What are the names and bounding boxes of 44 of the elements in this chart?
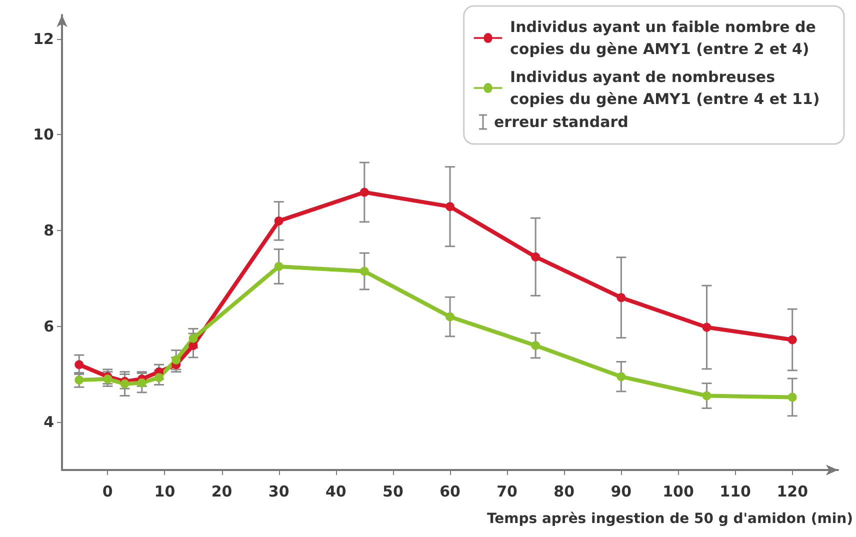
- legend-label: Individus ayant de nombreuses copies du gène AMY1 (entre 4 et 11): [510, 68, 820, 108]
- x-tick-label: 110: [720, 482, 751, 500]
- x-tick-label: 0: [102, 482, 113, 500]
- point: [74, 375, 84, 384]
- y-tick-label: 4: [44, 413, 54, 432]
- point: [274, 216, 284, 226]
- point: [702, 391, 712, 400]
- y-tick-label: 8: [44, 222, 54, 240]
- x-tick-label: 70: [496, 482, 518, 500]
- x-tick-label: 10: [154, 482, 176, 500]
- point: [74, 360, 84, 370]
- x-tick-label: 100: [662, 482, 694, 500]
- point: [531, 340, 540, 350]
- x-tick-label: 90: [610, 482, 632, 500]
- point: [154, 373, 164, 382]
- point: [172, 355, 181, 364]
- point: [788, 335, 797, 344]
- point: [274, 262, 284, 271]
- x-tick-label: 20: [211, 482, 232, 500]
- x-tick-label: 60: [440, 482, 460, 500]
- annotation: erreur standard: [494, 113, 628, 131]
- point: [188, 334, 198, 343]
- x-tick-label: 80: [554, 482, 575, 500]
- point: [137, 378, 146, 388]
- point: [616, 293, 626, 302]
- point: [531, 252, 540, 262]
- point: [702, 322, 712, 332]
- point: [446, 202, 454, 212]
- y-tick-label: 12: [33, 30, 54, 48]
- legend-label: Individus ayant un faible nombre de copies du gène AMY1 (entre 2 et 4): [510, 18, 822, 58]
- point: [360, 188, 369, 197]
- x-tick-label: 30: [268, 482, 290, 500]
- point: [120, 379, 130, 388]
- x-tick-label: 40: [325, 482, 346, 500]
- x-axis-title: Temps après ingestion de 50 g d'amidon (min): [486, 511, 853, 527]
- point: [446, 312, 454, 322]
- y-tick-label: 10: [33, 126, 54, 144]
- point: [788, 392, 797, 402]
- point: [616, 372, 626, 382]
- y-tick-label: 6: [44, 317, 54, 336]
- point: [360, 266, 369, 276]
- x-tick-label: 50: [382, 482, 404, 500]
- x-tick-label: 120: [776, 482, 808, 500]
- point: [103, 374, 112, 384]
